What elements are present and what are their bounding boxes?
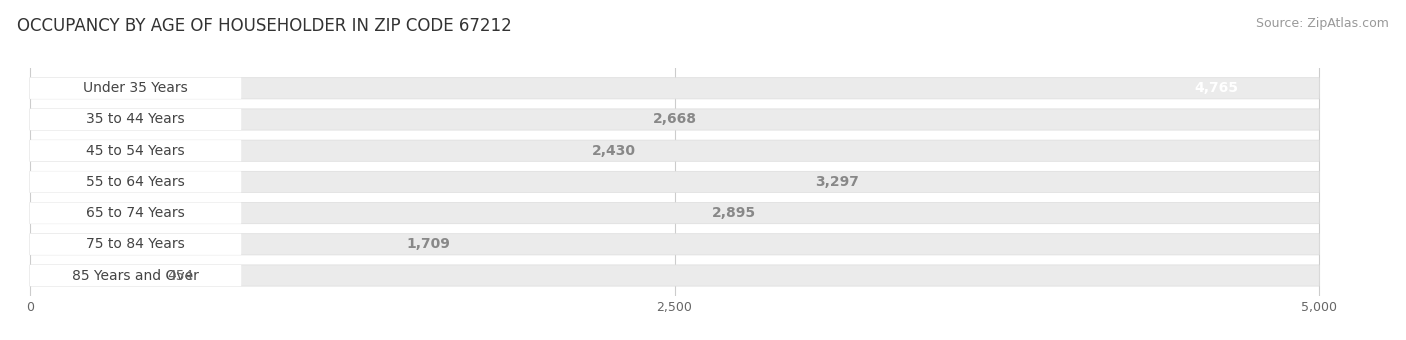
FancyBboxPatch shape	[30, 78, 242, 99]
FancyBboxPatch shape	[30, 171, 1319, 192]
Text: Under 35 Years: Under 35 Years	[83, 81, 188, 95]
FancyBboxPatch shape	[30, 109, 242, 130]
FancyBboxPatch shape	[30, 265, 1319, 286]
Text: 45 to 54 Years: 45 to 54 Years	[86, 144, 184, 158]
Text: 55 to 64 Years: 55 to 64 Years	[86, 175, 184, 189]
FancyBboxPatch shape	[30, 171, 242, 192]
Text: Source: ZipAtlas.com: Source: ZipAtlas.com	[1256, 17, 1389, 30]
FancyBboxPatch shape	[30, 203, 1319, 224]
FancyBboxPatch shape	[30, 234, 242, 255]
Text: 75 to 84 Years: 75 to 84 Years	[86, 237, 184, 251]
FancyBboxPatch shape	[30, 109, 1319, 130]
FancyBboxPatch shape	[30, 203, 242, 224]
Text: 35 to 44 Years: 35 to 44 Years	[86, 113, 184, 126]
FancyBboxPatch shape	[30, 265, 242, 286]
FancyBboxPatch shape	[30, 140, 1319, 161]
Text: 65 to 74 Years: 65 to 74 Years	[86, 206, 184, 220]
Text: 2,668: 2,668	[654, 113, 697, 126]
Text: OCCUPANCY BY AGE OF HOUSEHOLDER IN ZIP CODE 67212: OCCUPANCY BY AGE OF HOUSEHOLDER IN ZIP C…	[17, 17, 512, 35]
Text: 454: 454	[167, 269, 194, 283]
Text: 85 Years and Over: 85 Years and Over	[72, 269, 198, 283]
FancyBboxPatch shape	[30, 140, 242, 161]
Text: 3,297: 3,297	[815, 175, 859, 189]
Text: 1,709: 1,709	[406, 237, 450, 251]
Text: 2,895: 2,895	[711, 206, 756, 220]
Text: 2,430: 2,430	[592, 144, 636, 158]
FancyBboxPatch shape	[30, 78, 1319, 99]
FancyBboxPatch shape	[30, 234, 1319, 255]
Text: 4,765: 4,765	[1194, 81, 1239, 95]
